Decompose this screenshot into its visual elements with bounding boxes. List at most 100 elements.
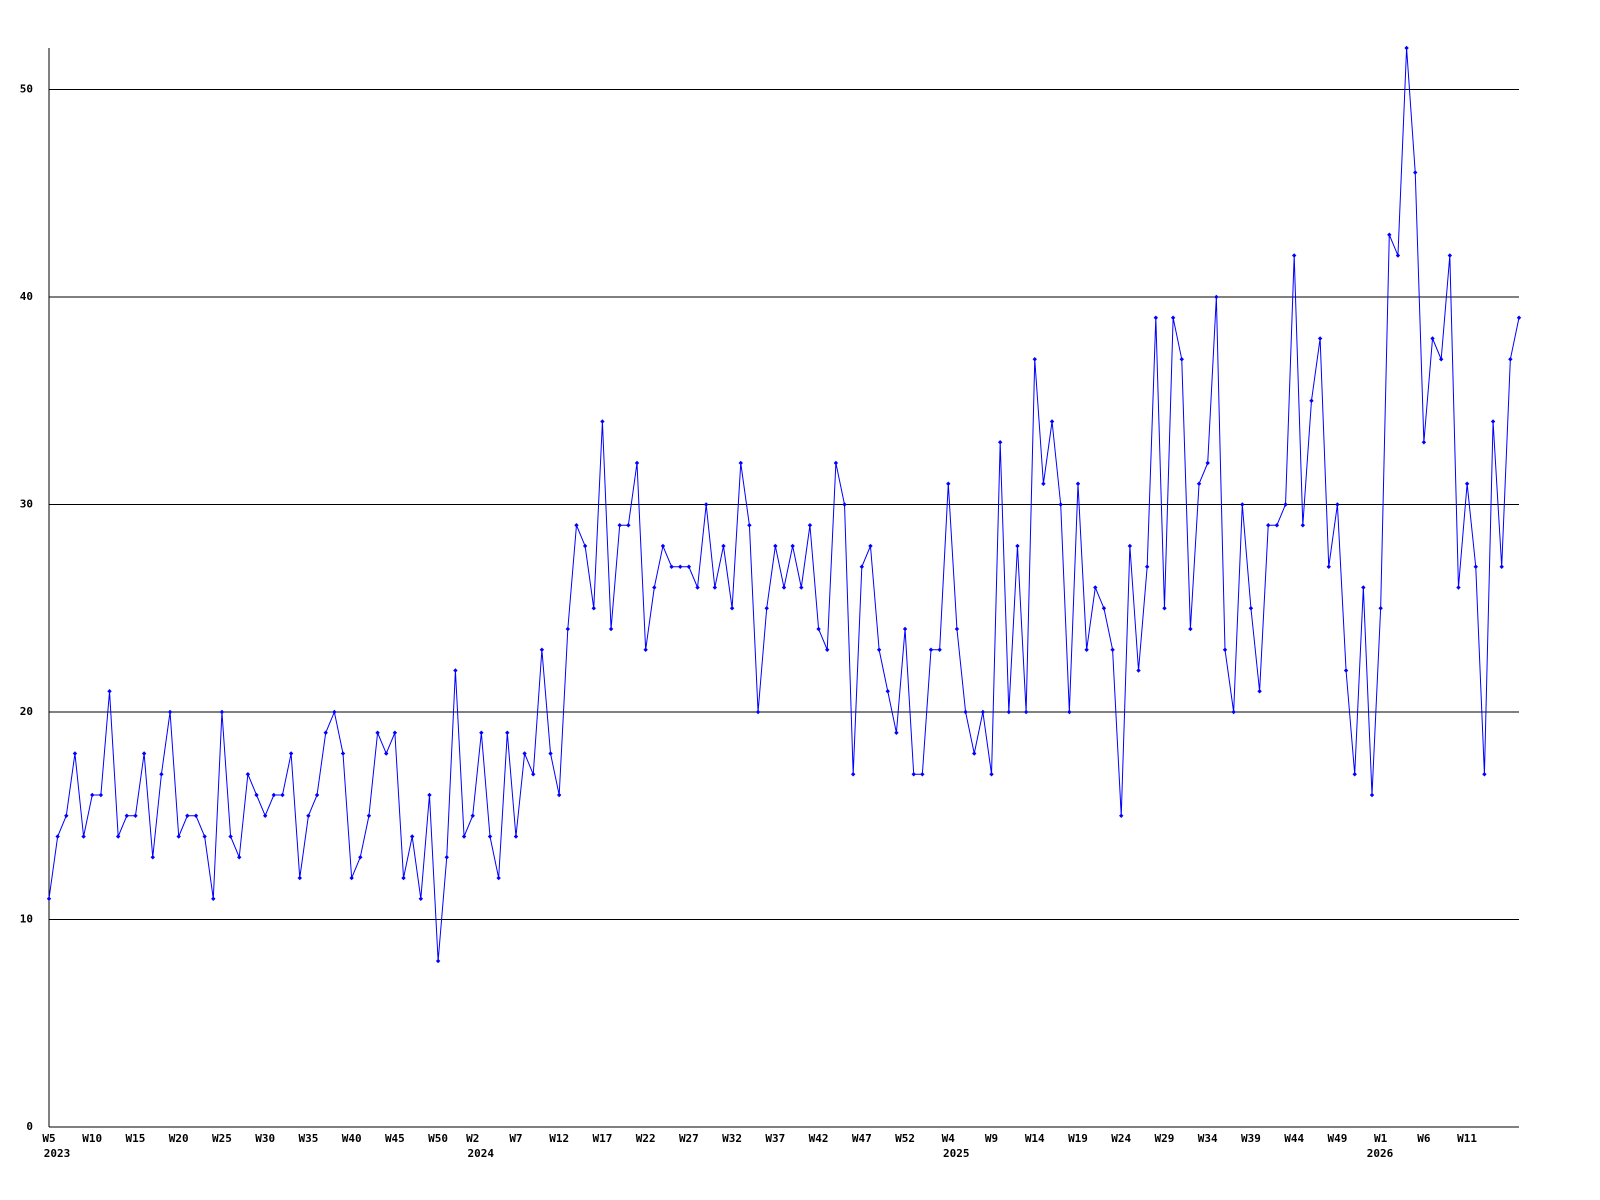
point-marker	[1248, 606, 1254, 611]
point-marker	[643, 647, 648, 652]
x-tick-label: W30	[255, 1132, 275, 1145]
point-marker	[807, 523, 813, 528]
point-marker	[288, 751, 294, 756]
point-marker	[1110, 647, 1115, 652]
x-tick-label: W17	[592, 1132, 612, 1145]
point-marker	[271, 792, 277, 798]
point-marker	[1153, 315, 1159, 320]
point-marker	[894, 730, 899, 735]
x-tick-label: W52	[895, 1132, 915, 1145]
point-marker	[1473, 564, 1478, 569]
point-marker	[46, 896, 52, 901]
point-marker	[392, 730, 398, 735]
point-marker	[228, 834, 233, 839]
x-tick-label: W40	[342, 1132, 362, 1145]
point-marker	[600, 419, 605, 424]
x-tick-label: W2	[466, 1132, 479, 1145]
x-tick-label: W50	[428, 1132, 448, 1145]
point-marker	[902, 626, 908, 632]
point-marker	[297, 875, 302, 881]
point-marker	[401, 875, 406, 881]
point-marker	[358, 855, 363, 860]
x-tick-label: W1	[1374, 1132, 1388, 1145]
point-marker	[997, 440, 1003, 445]
point-marker	[1482, 772, 1487, 777]
point-marker	[254, 792, 259, 798]
point-marker	[764, 606, 769, 611]
point-marker	[1119, 813, 1124, 818]
point-marker	[1456, 585, 1461, 590]
x-tick-label: W47	[852, 1132, 872, 1145]
point-marker	[548, 751, 553, 756]
point-marker	[591, 606, 596, 611]
point-marker	[340, 751, 346, 756]
point-marker	[384, 751, 389, 756]
point-marker	[885, 689, 890, 694]
x-tick-label: W25	[212, 1132, 232, 1145]
x-tick-label: W27	[679, 1132, 699, 1145]
point-marker	[522, 751, 527, 756]
point-marker	[314, 792, 320, 798]
point-marker	[747, 523, 752, 528]
point-marker	[816, 626, 821, 632]
point-marker	[1127, 543, 1133, 549]
point-marker	[963, 709, 968, 715]
point-marker	[1274, 523, 1280, 528]
point-marker	[876, 647, 882, 652]
point-marker	[1378, 606, 1383, 611]
point-marker	[678, 564, 683, 569]
point-marker	[461, 834, 467, 839]
point-marker	[107, 689, 112, 694]
point-marker	[1075, 481, 1081, 486]
point-marker	[1499, 564, 1504, 569]
point-marker	[245, 772, 251, 777]
point-marker	[219, 709, 225, 715]
point-marker	[1395, 253, 1401, 258]
y-tick-label: 30	[20, 498, 33, 511]
point-marker	[332, 709, 337, 715]
point-marker	[608, 626, 614, 632]
point-marker	[72, 751, 78, 756]
point-marker	[90, 792, 95, 798]
point-marker	[1490, 419, 1496, 424]
point-marker	[1058, 502, 1063, 507]
x-tick-label: W6	[1417, 1132, 1431, 1145]
point-marker	[1421, 440, 1427, 445]
point-marker	[738, 460, 743, 466]
point-marker	[1266, 523, 1271, 528]
x-tick-label: W14	[1025, 1132, 1045, 1145]
point-marker	[1067, 709, 1072, 715]
point-marker	[280, 792, 285, 798]
point-marker	[496, 875, 501, 881]
point-marker	[193, 813, 199, 818]
point-marker	[582, 543, 588, 549]
point-marker	[1387, 232, 1392, 237]
x-tick-label: W29	[1155, 1132, 1175, 1145]
point-marker	[133, 813, 138, 818]
point-marker	[435, 958, 441, 964]
point-marker	[928, 647, 934, 652]
point-marker	[1369, 792, 1375, 798]
x-tick-label: W22	[636, 1132, 656, 1145]
y-tick-label: 10	[20, 913, 33, 926]
point-marker	[1015, 543, 1020, 549]
point-marker	[1240, 502, 1245, 507]
y-tick-label: 20	[20, 705, 33, 718]
point-marker	[1257, 689, 1262, 694]
point-marker	[202, 834, 207, 839]
point-marker	[1196, 481, 1202, 486]
point-marker	[660, 543, 666, 549]
point-marker	[721, 543, 726, 549]
point-marker	[1447, 253, 1453, 258]
point-marker	[185, 813, 190, 818]
point-marker	[1343, 668, 1349, 673]
point-marker	[565, 626, 571, 632]
point-marker	[64, 813, 69, 818]
point-marker	[859, 564, 865, 569]
point-marker	[652, 585, 657, 590]
point-marker	[1508, 357, 1513, 362]
point-marker	[237, 855, 242, 860]
point-marker	[479, 730, 484, 735]
point-marker	[1101, 606, 1107, 611]
point-marker	[409, 834, 415, 839]
